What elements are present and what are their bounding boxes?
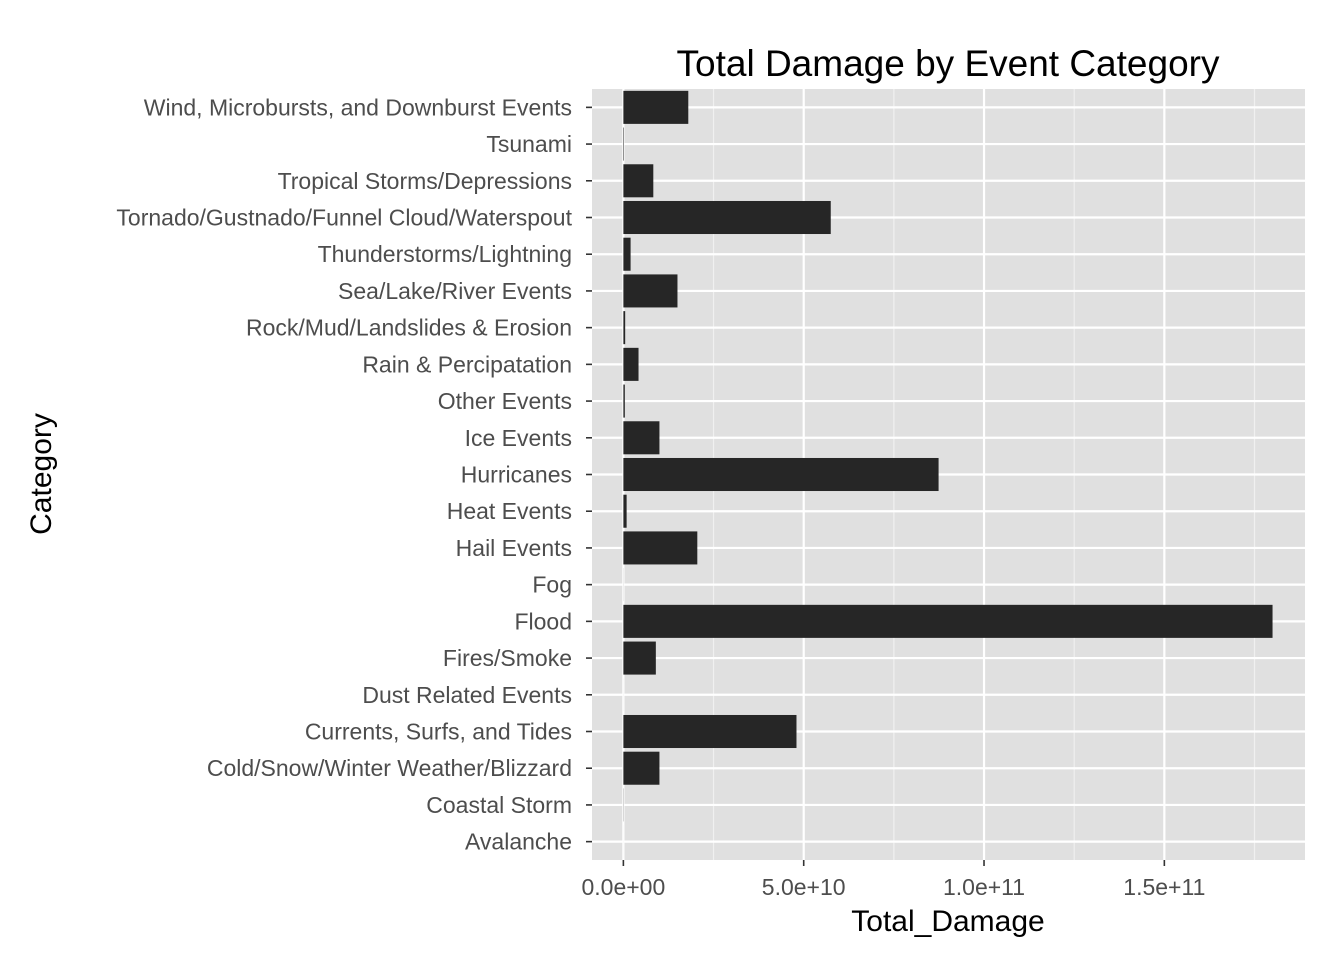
bar (623, 237, 631, 271)
y-axis-title: Category (25, 413, 58, 535)
y-tick-label: Flood (514, 608, 572, 634)
bar (623, 200, 831, 235)
bar (623, 421, 660, 455)
y-tick-label: Hail Events (456, 535, 572, 561)
x-tick-label: 0.0e+00 (581, 874, 665, 900)
bar (623, 531, 698, 565)
bar (623, 164, 654, 198)
x-axis: 0.0e+00 5.0e+10 1.0e+11 1.5e+11 (581, 860, 1205, 900)
bar (623, 457, 939, 492)
bar (623, 384, 625, 418)
bar (623, 714, 797, 749)
bar (623, 274, 678, 308)
y-tick-label: Rain & Percipatation (362, 351, 572, 377)
y-tick-label: Ice Events (465, 425, 572, 451)
y-tick-label: Currents, Surfs, and Tides (305, 719, 572, 745)
y-tick-label: Coastal Storm (426, 792, 572, 818)
y-tick-label: Heat Events (447, 498, 572, 524)
bars (623, 90, 1273, 859)
bar (623, 127, 624, 161)
x-tick-label: 1.5e+11 (1123, 874, 1205, 900)
bar (623, 494, 627, 528)
y-tick-label: Tropical Storms/Depressions (278, 168, 572, 194)
bar (623, 90, 689, 124)
bar (623, 751, 660, 785)
y-tick-label: Tornado/Gustnado/Funnel Cloud/Waterspout (116, 205, 572, 231)
bar (623, 347, 639, 381)
y-tick-label: Tsunami (486, 131, 572, 157)
bar (623, 311, 626, 345)
y-tick-label: Fires/Smoke (443, 645, 572, 671)
y-tick-label: Hurricanes (461, 462, 572, 488)
y-tick-label: Rock/Mud/Landslides & Erosion (246, 315, 572, 341)
y-tick-label: Other Events (438, 388, 572, 414)
x-tick-label: 1.0e+11 (943, 874, 1025, 900)
bar (623, 641, 656, 675)
y-tick-label: Wind, Microbursts, and Downburst Events (144, 94, 572, 120)
y-tick-label: Cold/Snow/Winter Weather/Blizzard (207, 755, 572, 781)
y-axis: Avalanche Coastal Storm Cold/Snow/Winter W… (116, 94, 592, 855)
y-tick-label: Avalanche (465, 829, 572, 855)
y-tick-label: Dust Related Events (362, 682, 572, 708)
y-tick-label: Sea/Lake/River Events (338, 278, 572, 304)
bar (623, 604, 1273, 638)
y-tick-label: Thunderstorms/Lightning (318, 241, 572, 267)
x-axis-title: Total_Damage (851, 905, 1044, 938)
chart-title: Total Damage by Event Category (677, 43, 1220, 84)
x-tick-label: 5.0e+10 (762, 874, 846, 900)
y-tick-label: Fog (532, 572, 572, 598)
